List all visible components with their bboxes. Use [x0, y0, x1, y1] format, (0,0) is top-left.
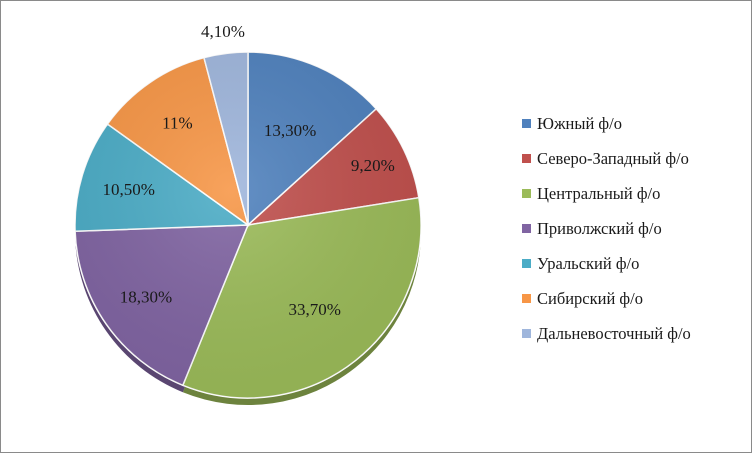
legend-item-4: Приволжский ф/о	[522, 211, 691, 246]
data-label-1: 13,30%	[264, 121, 316, 140]
data-label-2: 9,20%	[351, 156, 395, 175]
legend-label: Южный ф/о	[537, 113, 622, 133]
legend-item-7: Дальневосточный ф/о	[522, 316, 691, 351]
legend-label: Северо-Западный ф/о	[537, 148, 689, 168]
data-label-3: 33,70%	[289, 300, 341, 319]
data-label-6: 11%	[162, 113, 193, 132]
legend-label: Приволжский ф/о	[537, 218, 662, 238]
legend-label: Сибирский ф/о	[537, 288, 643, 308]
legend-swatch	[522, 329, 531, 338]
legend-swatch	[522, 189, 531, 198]
legend-swatch	[522, 119, 531, 128]
legend-swatch	[522, 154, 531, 163]
legend-label: Уральский ф/о	[537, 253, 640, 273]
legend-swatch	[522, 294, 531, 303]
legend-item-6: Сибирский ф/о	[522, 281, 691, 316]
data-label-5: 10,50%	[103, 180, 155, 199]
legend-item-2: Северо-Западный ф/о	[522, 141, 691, 176]
legend-swatch	[522, 259, 531, 268]
data-label-7: 4,10%	[201, 22, 245, 41]
data-label-4: 18,30%	[120, 287, 172, 306]
legend-swatch	[522, 224, 531, 233]
legend-item-3: Центральный ф/о	[522, 176, 691, 211]
legend: Южный ф/о Северо-Западный ф/о Центральный …	[522, 106, 691, 351]
legend-item-5: Уральский ф/о	[522, 246, 691, 281]
legend-item-1: Южный ф/о	[522, 106, 691, 141]
legend-label: Дальневосточный ф/о	[537, 323, 691, 343]
legend-label: Центральный ф/о	[537, 183, 661, 203]
